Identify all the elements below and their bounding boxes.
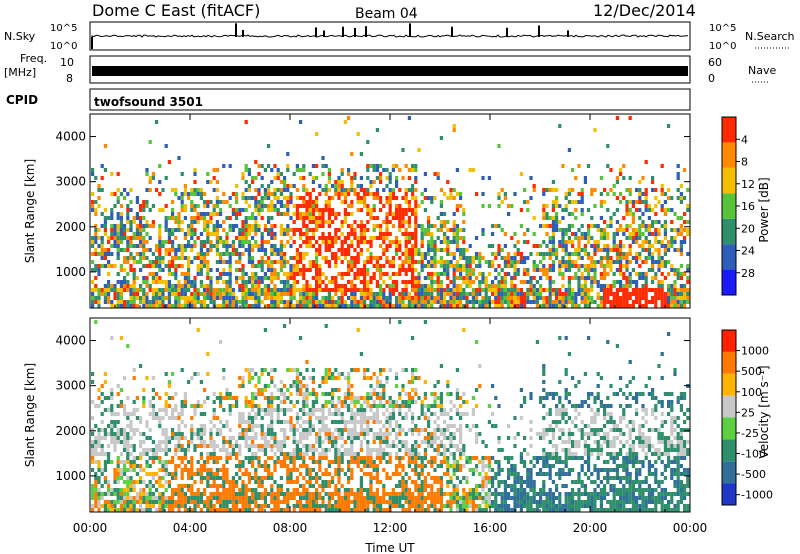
x-tick-label: 00:00 bbox=[73, 521, 108, 535]
nave-tick-top: 60 bbox=[708, 56, 722, 69]
y-tick-label: 2000 bbox=[55, 220, 86, 234]
y-tick-label: 4000 bbox=[55, 334, 86, 348]
freq-tick-top: 10 bbox=[60, 56, 74, 69]
power-heatmap-cells bbox=[91, 116, 690, 308]
x-tick-label: 20:00 bbox=[573, 521, 608, 535]
colorbar-tick-label: 100 bbox=[741, 386, 762, 399]
y-tick-label: 3000 bbox=[55, 379, 86, 393]
colorbar-swatch bbox=[722, 167, 736, 194]
colorbar-tick-label: 1000 bbox=[741, 345, 769, 358]
y-tick-label: 2000 bbox=[55, 424, 86, 438]
nsky-spikes bbox=[91, 23, 569, 49]
colorbar-swatch bbox=[722, 461, 736, 484]
xaxis-label: Time UT bbox=[364, 541, 415, 554]
nsearch-tick-bottom: 10^0 bbox=[709, 41, 736, 52]
freq-label: Freq. bbox=[20, 52, 47, 65]
freq-trace-band bbox=[92, 66, 688, 76]
velocity-ylabel: Slant Range [km] bbox=[23, 363, 37, 467]
time-xaxis: 00:00 04:00 08:00 12:00 16:00 20:00 00:00 bbox=[73, 114, 708, 535]
nsky-panel-frame bbox=[89, 21, 691, 51]
colorbar-swatch bbox=[722, 117, 736, 143]
nsky-trace bbox=[91, 34, 689, 38]
nave-label: Nave bbox=[748, 64, 776, 77]
colorbar-tick-label: 20 bbox=[741, 222, 755, 235]
nave-tick-bottom: 0 bbox=[708, 72, 715, 85]
colorbar-swatch bbox=[722, 417, 736, 440]
colorbar-swatch bbox=[722, 395, 736, 418]
y-tick-label: 3000 bbox=[55, 175, 86, 189]
cpid-label: CPID bbox=[6, 93, 38, 107]
nsky-tick-bottom: 10^0 bbox=[50, 41, 77, 52]
velocity-heatmap-cells bbox=[91, 320, 690, 512]
colorbar-tick-label: -100 bbox=[741, 448, 766, 461]
colorbar-swatch bbox=[722, 193, 736, 219]
colorbar-swatch bbox=[722, 244, 736, 270]
colorbar-tick-label: 28 bbox=[741, 267, 755, 280]
freq-unit: [MHz] bbox=[4, 66, 36, 79]
station-title: Dome C East (fitACF) bbox=[92, 1, 260, 20]
nsearch-tick-top: 10^5 bbox=[709, 23, 736, 34]
colorbar-swatch bbox=[722, 269, 736, 295]
power-colorbar-label: Power [dB] bbox=[757, 177, 771, 242]
colorbar-tick-label: 8 bbox=[741, 156, 748, 169]
cpid-panel-frame bbox=[89, 88, 691, 111]
colorbar-tick-label: 500 bbox=[741, 365, 762, 378]
nsky-label: N.Sky bbox=[4, 30, 36, 43]
colorbar-tick-label: 16 bbox=[741, 200, 755, 213]
velocity-colorbar-label: Velocity [m s⁻¹] bbox=[757, 365, 771, 458]
freq-tick-bottom: 8 bbox=[66, 72, 73, 85]
colorbar-swatch bbox=[722, 218, 736, 245]
date-title: 12/Dec/2014 bbox=[593, 1, 696, 20]
nsearch-label: N.Search bbox=[745, 30, 795, 43]
colorbar-tick-label: -25 bbox=[741, 427, 759, 440]
y-tick-label: 1000 bbox=[55, 265, 86, 279]
x-tick-label: 08:00 bbox=[273, 521, 308, 535]
power-colorbar: 4 8 12 16 20 24 28 bbox=[721, 116, 755, 296]
colorbar-tick-label: 24 bbox=[741, 245, 755, 258]
colorbar-tick-label: -1000 bbox=[741, 489, 773, 502]
x-tick-label: 04:00 bbox=[173, 521, 208, 535]
x-tick-label: 00:00 bbox=[673, 521, 708, 535]
cpid-value: twofsound 3501 bbox=[94, 95, 203, 109]
y-tick-label: 4000 bbox=[55, 130, 86, 144]
x-tick-label: 16:00 bbox=[473, 521, 508, 535]
colorbar-frame bbox=[721, 329, 737, 506]
beam-title: Beam 04 bbox=[355, 6, 418, 22]
colorbar-tick-label: 12 bbox=[741, 178, 755, 191]
nsky-tick-top: 10^5 bbox=[50, 23, 77, 34]
velocity-yaxis: 1000 2000 3000 4000 bbox=[55, 334, 690, 483]
velocity-colorbar: 1000 500 100 25 -25 -100 -500 -1000 bbox=[721, 329, 773, 506]
colorbar-swatch bbox=[722, 330, 736, 352]
y-tick-label: 1000 bbox=[55, 469, 86, 483]
colorbar-tick-label: -500 bbox=[741, 468, 766, 481]
colorbar-swatch bbox=[722, 373, 736, 396]
colorbar-swatch bbox=[722, 351, 736, 374]
colorbar-tick-label: 4 bbox=[741, 133, 748, 146]
colorbar-swatch bbox=[722, 439, 736, 462]
colorbar-swatch bbox=[722, 483, 736, 505]
colorbar-tick-label: 25 bbox=[741, 406, 755, 419]
freq-panel-frame bbox=[89, 55, 691, 84]
colorbar-swatch bbox=[722, 142, 736, 168]
power-yaxis: 1000 2000 3000 4000 bbox=[55, 130, 690, 279]
power-ylabel: Slant Range [km] bbox=[23, 159, 37, 263]
x-tick-label: 12:00 bbox=[373, 521, 408, 535]
